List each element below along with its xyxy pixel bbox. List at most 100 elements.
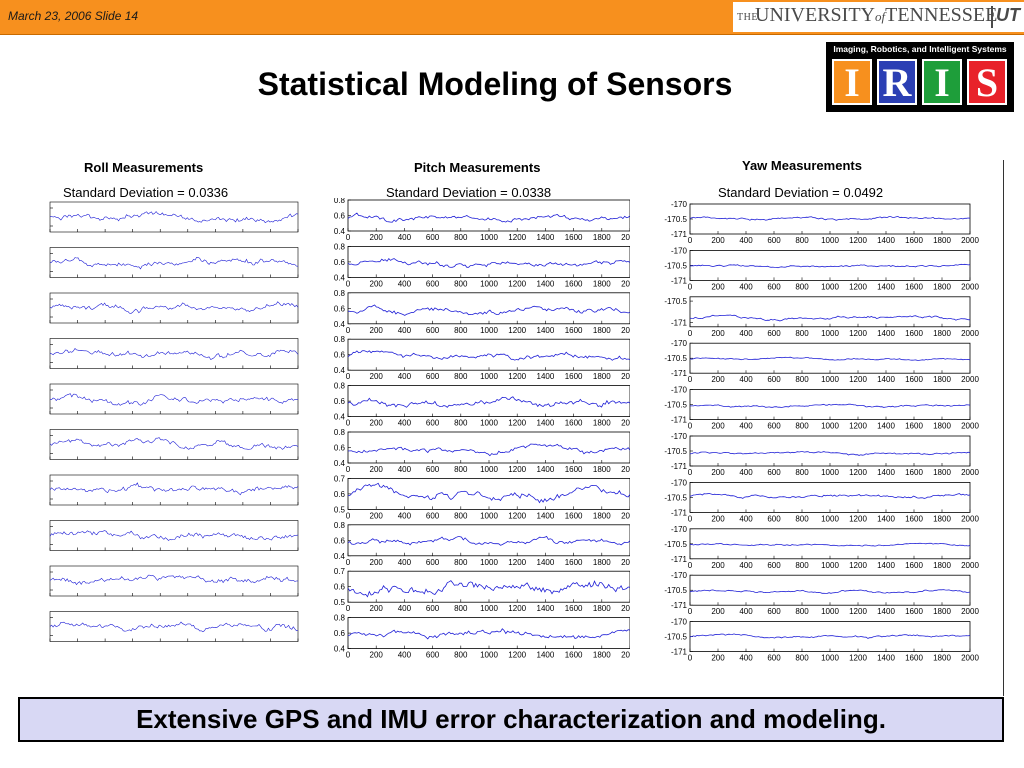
roll-std: Standard Deviation = 0.0336 xyxy=(63,185,229,200)
pitch-xtick-label: 1000 xyxy=(480,233,498,242)
yaw-xtick-label: 800 xyxy=(795,329,809,338)
pitch-xtick-label: 600 xyxy=(426,372,440,381)
yaw-ytick-label: -170.5 xyxy=(664,261,687,270)
pitch-xtick-label: 600 xyxy=(426,326,440,335)
pitch-xtick-label: 1800 xyxy=(593,279,611,288)
pitch-xtick-label: 1800 xyxy=(593,465,611,474)
pitch-ytick-label: 0.4 xyxy=(334,459,346,468)
yaw-xtick-label: 200 xyxy=(711,375,725,384)
pitch-xtick-label: 2000 xyxy=(621,558,630,567)
roll-plot-7 xyxy=(49,474,299,506)
yaw-xtick-label: 200 xyxy=(711,329,725,338)
pitch-xtick-label: 400 xyxy=(398,651,412,660)
yaw-series-line xyxy=(689,493,971,499)
roll-heading: Roll Measurements xyxy=(84,160,204,175)
yaw-ytick-label: -170 xyxy=(671,618,688,627)
yaw-xtick-label: 0 xyxy=(688,561,693,570)
yaw-xtick-label: 0 xyxy=(688,329,693,338)
pitch-xtick-label: 1000 xyxy=(480,279,498,288)
yaw-xtick-label: 200 xyxy=(711,422,725,431)
university-logo-university: UNIVERSITY xyxy=(755,4,875,26)
pitch-xtick-label: 1600 xyxy=(565,651,583,660)
divider-line xyxy=(1003,160,1004,696)
yaw-xtick-label: 1200 xyxy=(849,282,867,291)
yaw-xtick-label: 0 xyxy=(688,375,693,384)
yaw-xtick-label: 2000 xyxy=(961,514,979,523)
pitch-xtick-label: 1600 xyxy=(565,558,583,567)
yaw-xtick-label: 1000 xyxy=(821,654,839,663)
yaw-xtick-label: 1600 xyxy=(905,329,923,338)
pitch-xtick-label: 200 xyxy=(370,558,384,567)
yaw-ytick-label: -171 xyxy=(671,648,688,657)
pitch-xtick-label: 200 xyxy=(370,465,384,474)
pitch-series-line xyxy=(347,257,631,268)
pitch-xtick-label: 0 xyxy=(346,372,351,381)
yaw-xtick-label: 800 xyxy=(795,236,809,245)
roll-series-line xyxy=(49,574,299,586)
yaw-xtick-label: 600 xyxy=(767,282,781,291)
pitch-ytick-label: 0.6 xyxy=(334,490,346,499)
yaw-plot-frame xyxy=(689,296,971,328)
pitch-ytick-label: 0.8 xyxy=(334,198,346,205)
pitch-ytick-label: 0.7 xyxy=(334,567,346,576)
pitch-ytick-label: 0.4 xyxy=(334,320,346,329)
yaw-xtick-label: 1000 xyxy=(821,282,839,291)
pitch-plot-10: 0.8 0.6 0.40 200 400 600 800 1000 1200 1400 1600 18… xyxy=(334,614,640,660)
pitch-xtick-label: 400 xyxy=(398,233,412,242)
pitch-xtick-label: 0 xyxy=(346,465,351,474)
pitch-xtick-label: 800 xyxy=(454,233,468,242)
yaw-xtick-label: 1800 xyxy=(933,236,951,245)
pitch-xtick-label: 400 xyxy=(398,326,412,335)
pitch-xtick-label: 1600 xyxy=(565,326,583,335)
pitch-xtick-label: 1000 xyxy=(480,372,498,381)
pitch-xtick-label: 1800 xyxy=(593,233,611,242)
yaw-series-line xyxy=(689,451,971,456)
yaw-ytick-label: -170.5 xyxy=(664,540,687,549)
pitch-xtick-label: 1000 xyxy=(480,558,498,567)
yaw-xtick-label: 800 xyxy=(795,375,809,384)
yaw-xtick-label: 800 xyxy=(795,422,809,431)
roll-plots xyxy=(46,198,302,660)
pitch-ytick-label: 0.6 xyxy=(334,304,346,313)
pitch-series-line xyxy=(347,304,631,316)
pitch-xtick-label: 1200 xyxy=(508,651,526,660)
yaw-ytick-label: -170.5 xyxy=(664,633,687,642)
pitch-ytick-label: 0.6 xyxy=(334,629,346,638)
pitch-xtick-label: 2000 xyxy=(621,419,630,428)
roll-plot-frame xyxy=(49,429,299,460)
yaw-xtick-label: 800 xyxy=(795,514,809,523)
yaw-xtick-label: 1200 xyxy=(849,375,867,384)
pitch-ytick-label: 0.8 xyxy=(334,521,346,530)
pitch-xtick-label: 1200 xyxy=(508,419,526,428)
pitch-plot-5: 0.8 0.6 0.40 200 400 600 800 1000 1200 1400 1600 18… xyxy=(334,382,640,428)
pitch-xtick-label: 600 xyxy=(426,651,440,660)
yaw-xtick-label: 200 xyxy=(711,468,725,477)
pitch-ytick-label: 0.4 xyxy=(334,645,346,654)
pitch-ytick-label: 0.6 xyxy=(334,536,346,545)
pitch-xtick-label: 1800 xyxy=(593,372,611,381)
yaw-xtick-label: 2000 xyxy=(961,607,979,616)
header-bar: March 23, 2006 Slide 14 THE UNIVERSITYof… xyxy=(0,0,1024,35)
pitch-ytick-label: 0.8 xyxy=(334,335,346,344)
pitch-xtick-label: 1600 xyxy=(565,604,583,613)
pitch-xtick-label: 2000 xyxy=(621,279,630,288)
yaw-xtick-label: 600 xyxy=(767,236,781,245)
pitch-heading: Pitch Measurements xyxy=(414,160,541,175)
roll-series-line xyxy=(49,301,299,314)
university-logo-tennessee: TENNESSEE xyxy=(885,4,998,26)
roll-plot-frame xyxy=(49,611,299,642)
pitch-plot-frame xyxy=(347,385,631,418)
pitch-plot-7: 0.7 0.6 0.50 200 400 600 800 1000 1200 1400 1600 18… xyxy=(334,474,640,520)
iris-logo-caption: Imaging, Robotics, and Intelligent Syste… xyxy=(833,44,1007,54)
pitch-ytick-label: 0.4 xyxy=(334,413,346,422)
roll-plot-2 xyxy=(49,247,299,278)
pitch-ytick-label: 0.8 xyxy=(334,289,346,298)
roll-plot-3 xyxy=(49,292,299,324)
pitch-xtick-label: 200 xyxy=(370,511,384,520)
pitch-xtick-label: 2000 xyxy=(621,233,630,242)
yaw-plot-frame xyxy=(689,250,971,281)
yaw-xtick-label: 1600 xyxy=(905,607,923,616)
